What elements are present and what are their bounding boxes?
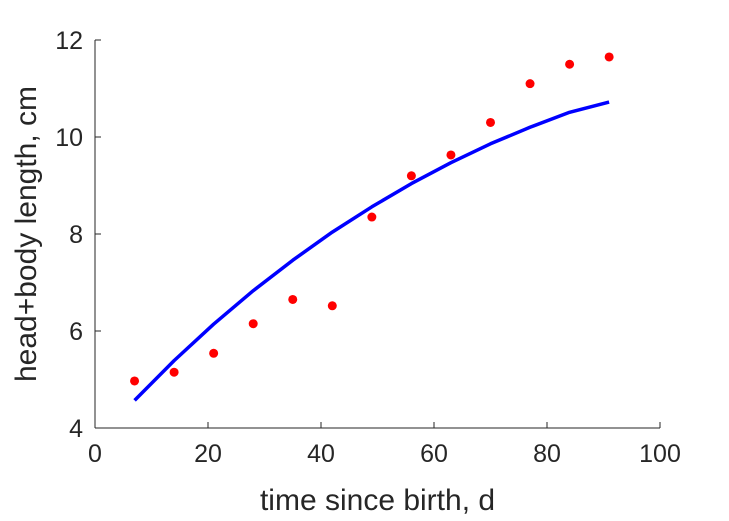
data-point: [446, 150, 456, 160]
y-tick-label: 4: [69, 415, 83, 443]
y-axis-label: head+body length, cm: [10, 86, 43, 382]
y-tick-label: 12: [55, 27, 83, 55]
data-point: [130, 376, 140, 386]
data-point: [525, 79, 535, 89]
axes: [94, 40, 660, 429]
x-tick-label: 100: [639, 440, 681, 468]
x-tick-label: 60: [420, 440, 448, 468]
data-point: [367, 212, 377, 222]
data-point: [209, 348, 219, 358]
x-tick-label: 0: [88, 440, 102, 468]
data-point: [169, 367, 179, 377]
y-tick-label: 10: [55, 124, 83, 152]
data-point: [406, 171, 416, 181]
plot-area: [130, 52, 614, 402]
data-point: [565, 59, 575, 69]
data-point: [327, 301, 337, 311]
x-tick-label: 80: [533, 440, 561, 468]
y-tick-label: 8: [69, 221, 83, 249]
fit-line: [133, 100, 610, 402]
x-tick-label: 20: [194, 440, 222, 468]
ticks: 0 20 40 60 80 100 4 6 8 10 12: [55, 27, 681, 468]
data-point: [248, 319, 258, 329]
data-point: [288, 294, 298, 304]
data-point: [604, 52, 614, 62]
data-point: [486, 117, 495, 127]
y-tick-label: 6: [69, 318, 83, 346]
x-axis-label: time since birth, d: [260, 484, 495, 517]
x-tick-label: 40: [307, 440, 335, 468]
